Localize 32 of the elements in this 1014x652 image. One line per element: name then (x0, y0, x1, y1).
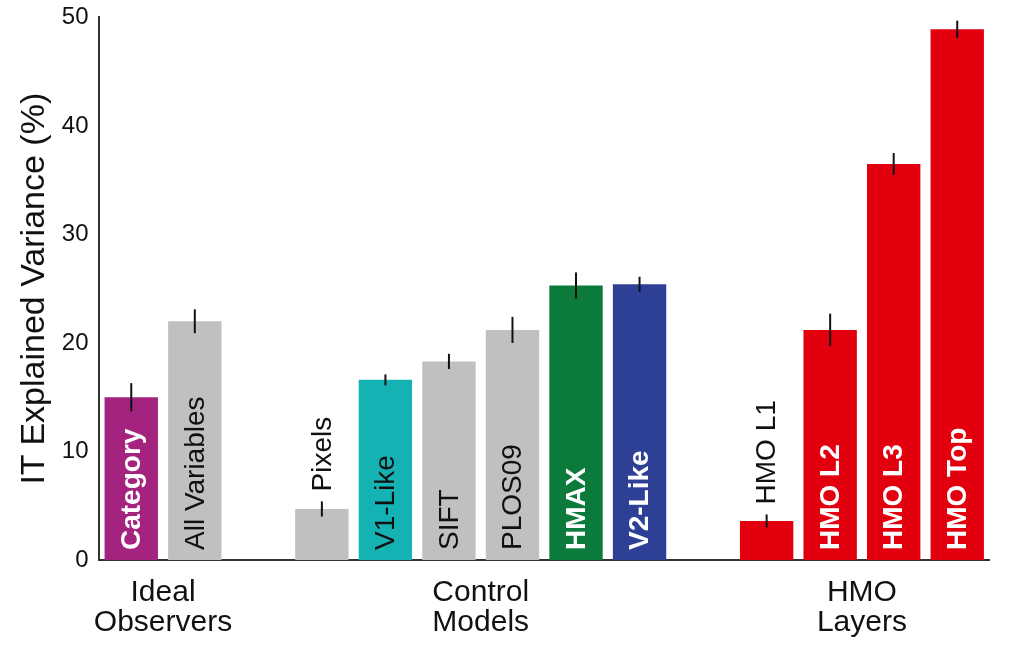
x-tick-label: All Variables (178, 396, 210, 550)
bar (867, 163, 921, 560)
y-tick-label: 10 (61, 436, 89, 464)
x-tick-label: HMAX (559, 467, 591, 550)
bar (612, 284, 667, 560)
x-tick-label: HMO L1 (750, 400, 782, 505)
x-tick-label: HMO L2 (813, 444, 845, 550)
text: HMO Layers (816, 574, 907, 638)
bar (549, 285, 603, 560)
bar (930, 29, 984, 560)
bar (739, 520, 794, 560)
x-tick-label: HMO Top (940, 427, 972, 550)
text: Control Models (432, 574, 530, 638)
y-tick-label: 30 (61, 219, 89, 247)
bar (358, 379, 413, 560)
x-tick-label: V1-Like (369, 455, 401, 550)
x-tick-label: PLOS09 (496, 444, 528, 550)
y-tick-label: 20 (61, 327, 89, 355)
y-axis-title: IT Explained Variance (%) (12, 92, 51, 485)
x-tick-label: V2-Like (623, 450, 655, 550)
text: Ideal Observers (93, 574, 233, 638)
y-tick-label: 0 (75, 544, 89, 572)
x-tick-label: Pixels (305, 416, 337, 492)
x-tick-label: HMO L3 (877, 444, 909, 550)
x-tick-label: SIFT (432, 489, 464, 550)
x-tick-label: Category (114, 428, 146, 550)
bar (295, 509, 349, 560)
y-tick-label: 40 (61, 110, 89, 138)
y-tick-label: 50 (61, 2, 89, 30)
bar (422, 361, 476, 560)
bar (803, 329, 857, 560)
bar (485, 329, 540, 560)
